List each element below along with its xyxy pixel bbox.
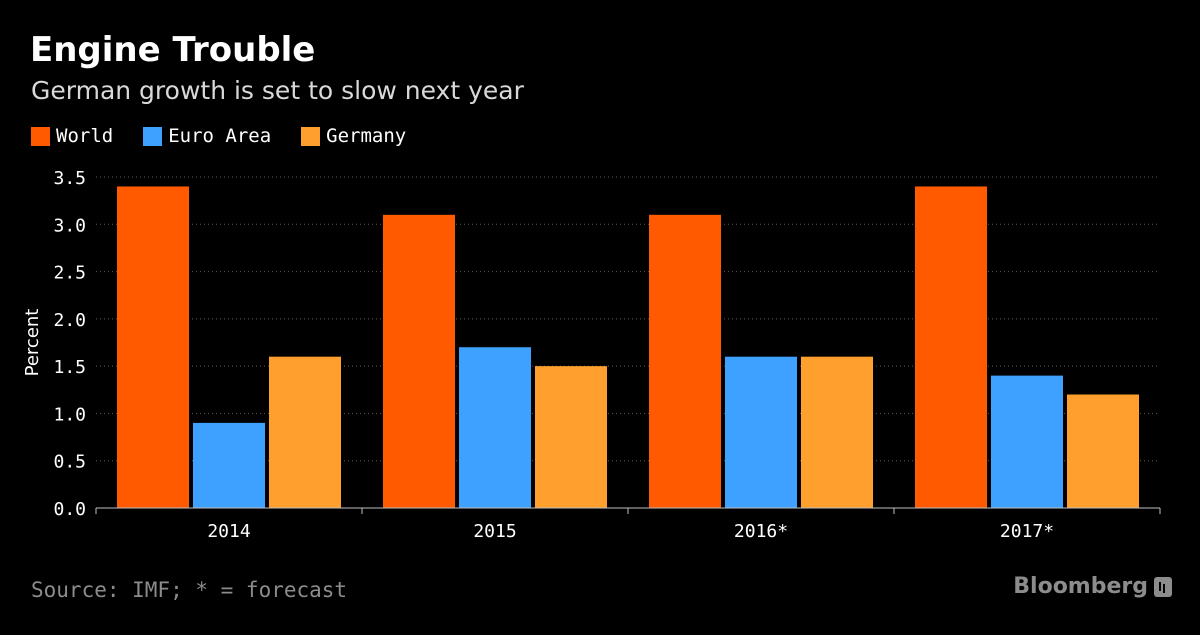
bar-euro-area [193,422,265,508]
y-tick-label: 2.0 [53,310,86,331]
bar-germany [801,356,873,508]
legend-item-world: World [31,125,113,147]
y-axis-title: Percent [22,309,43,377]
legend-item-euro-area: Euro Area [143,125,271,147]
y-tick-label: 3.0 [53,215,86,236]
bar-world [117,186,189,508]
bar-world [649,214,721,509]
legend-item-germany: Germany [301,125,406,147]
bar-euro-area [459,347,531,508]
x-tick-label: 2017* [1000,521,1054,542]
y-tick-label: 0.5 [53,452,86,473]
chart-subtitle: German growth is set to slow next year [31,76,524,105]
source-note: Source: IMF; * = forecast [31,578,348,602]
bar-germany [535,366,607,508]
bloomberg-logo: Bloomberg [1013,574,1172,599]
legend-swatch-euro-area [143,126,163,146]
y-tick-label: 3.5 [53,168,86,189]
legend-swatch-world [31,126,50,146]
bar-euro-area [725,356,797,508]
x-tick-label: 2014 [207,521,250,542]
bar-euro-area [991,375,1063,508]
chart-legend: World Euro Area Germany [31,123,436,149]
bar-germany [1067,394,1139,508]
bar-germany [269,356,341,508]
y-tick-label: 0.0 [53,499,86,520]
x-tick-label: 2016* [734,521,788,542]
y-tick-label: 1.0 [53,404,86,425]
bar-world [915,186,987,508]
y-tick-label: 1.5 [53,357,86,378]
brand-name: Bloomberg [1013,574,1148,599]
bar-world [383,214,455,509]
bloomberg-logo-icon [1154,576,1172,597]
y-tick-label: 2.5 [53,263,86,284]
legend-label-euro-area: Euro Area [168,125,272,147]
legend-label-germany: Germany [326,125,407,147]
legend-swatch-germany [301,126,321,146]
legend-label-world: World [56,125,114,147]
x-tick-label: 2015 [473,521,516,542]
chart-title: Engine Trouble [30,30,316,70]
